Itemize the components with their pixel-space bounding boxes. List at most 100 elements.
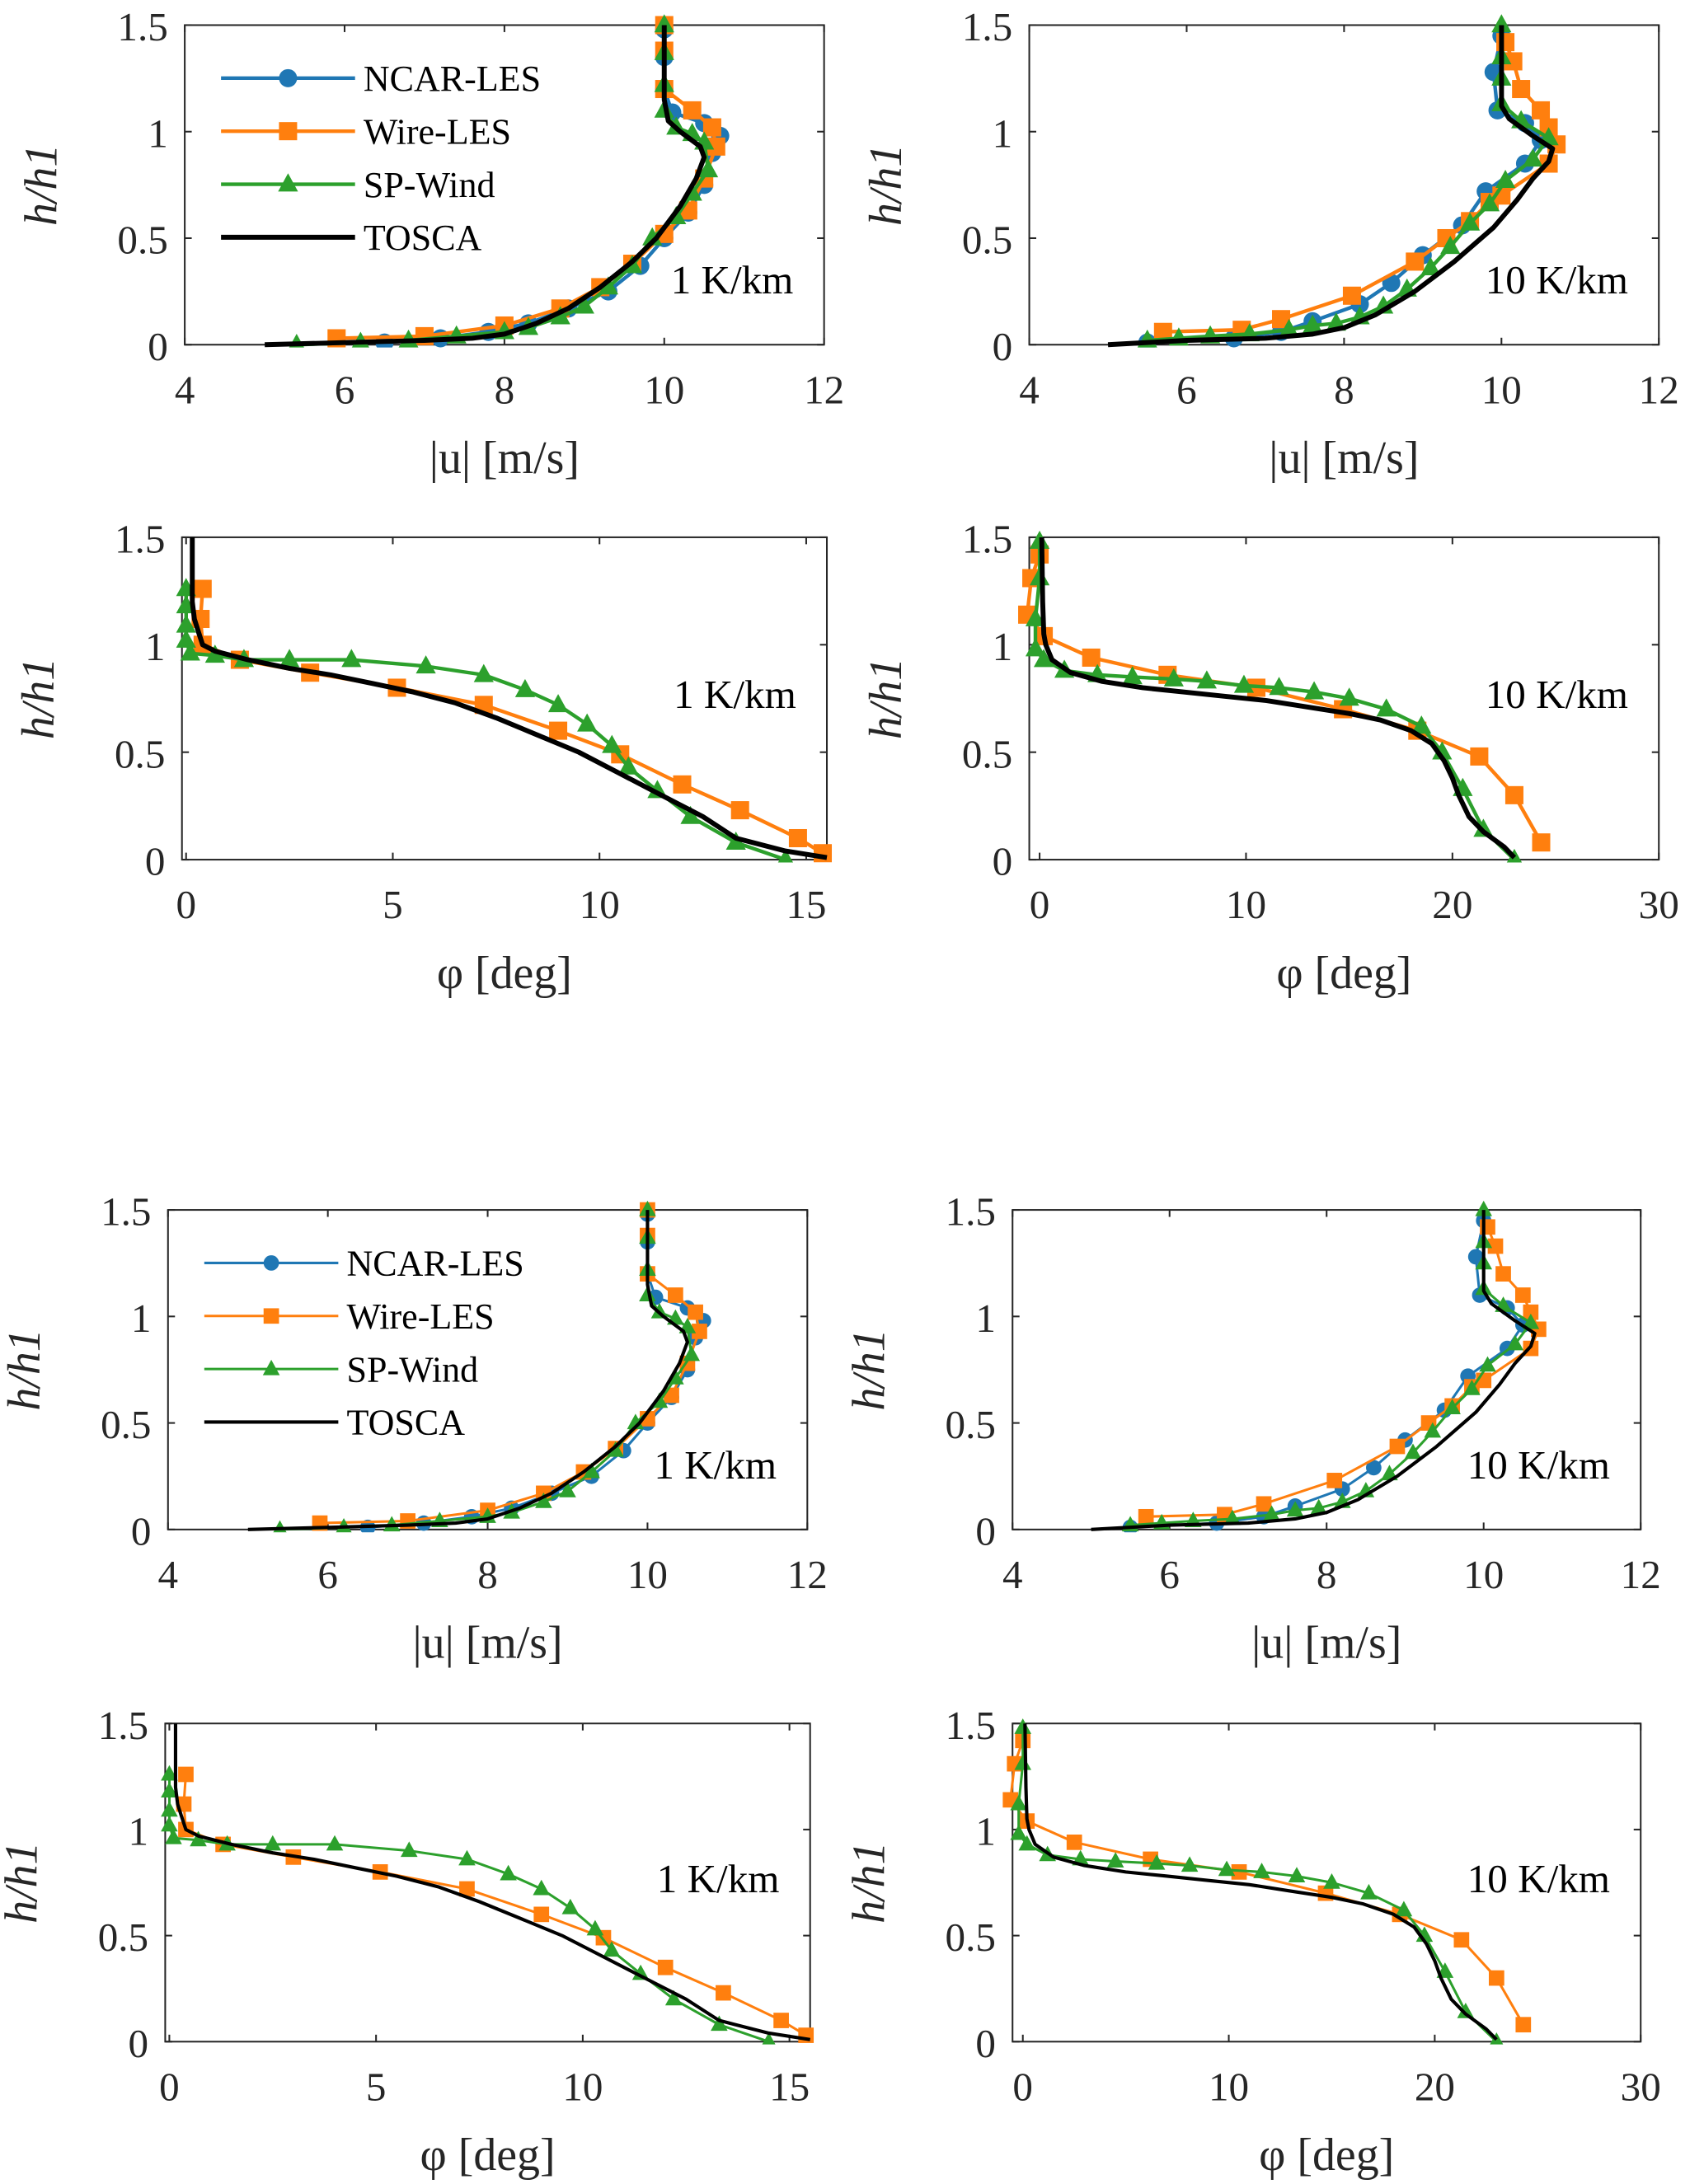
legend: NCAR-LES Wire-LES SP-Wind TOSCA <box>221 59 541 258</box>
marker-sp-wind <box>176 614 196 633</box>
x-tick-label: 8 <box>495 367 515 412</box>
marker-sp-wind <box>1522 1313 1540 1329</box>
marker-wire-les <box>813 844 833 863</box>
marker-sp-wind <box>1360 1883 1378 1900</box>
y-tick-label: 1 <box>129 1809 149 1854</box>
x-tick-label: 6 <box>335 367 355 412</box>
marker-wire-les <box>1389 1438 1406 1455</box>
x-tick-label: 5 <box>366 2064 387 2109</box>
legend-entry: NCAR-LES <box>364 59 541 99</box>
marker-sp-wind <box>654 14 674 33</box>
legend-entry: Wire-LES <box>347 1296 495 1337</box>
marker-sp-wind <box>1376 698 1397 717</box>
marker-sp-wind <box>559 1482 576 1497</box>
marker-wire-les <box>178 1766 194 1783</box>
marker-wire-les <box>1496 33 1515 52</box>
series-line-wire-les <box>1009 1740 1525 2026</box>
x-tick-label: 12 <box>787 1552 828 1597</box>
marker-wire-les <box>1495 1266 1511 1282</box>
marker-sp-wind <box>400 1841 418 1858</box>
lapse-rate-annotation: 10 K/km <box>1486 257 1628 302</box>
marker-sp-wind <box>1263 1505 1280 1521</box>
marker-wire-les <box>668 1287 683 1303</box>
marker-wire-les <box>459 1881 475 1897</box>
marker-wire-les <box>1406 252 1425 271</box>
marker-sp-wind <box>1106 1852 1124 1868</box>
marker-wire-les <box>1488 1970 1504 1986</box>
marker-sp-wind <box>1025 607 1046 626</box>
x-tick-label: 20 <box>1415 2064 1455 2109</box>
marker-sp-wind <box>514 678 536 697</box>
y-tick-label: 1.5 <box>946 1703 996 1748</box>
marker-sp-wind <box>777 848 794 863</box>
series-line-tosca <box>1091 1210 1537 1531</box>
lapse-rate-annotation: 1 K/km <box>657 1856 780 1901</box>
marker-sp-wind <box>574 295 594 314</box>
y-tick-label: 0 <box>131 1508 152 1554</box>
marker-sp-wind <box>500 1864 517 1881</box>
x-tick-label: 4 <box>158 1552 179 1597</box>
marker-wire-les <box>549 721 568 740</box>
marker-sp-wind <box>341 649 362 668</box>
y-tick-label: 0.5 <box>117 218 167 263</box>
marker-sp-wind <box>598 276 619 295</box>
marker-sp-wind <box>1395 1900 1413 1917</box>
marker-sp-wind <box>1523 148 1543 167</box>
x-tick-label: 6 <box>1159 1552 1180 1597</box>
marker-sp-wind <box>711 2015 728 2032</box>
x-tick-label: 8 <box>1334 367 1354 412</box>
marker-wire-les <box>1066 1834 1082 1850</box>
x-tick-label: 10 <box>562 2064 603 2109</box>
marker-wire-les <box>1326 1473 1343 1488</box>
x-tick-label: 5 <box>383 882 403 927</box>
marker-sp-wind <box>1122 666 1143 685</box>
axes-frame <box>164 1722 811 2043</box>
series-line-wire-les <box>1025 554 1543 844</box>
marker-sp-wind <box>161 1801 178 1817</box>
x-axis-label: |u| [m/s] <box>412 1618 562 1669</box>
marker-sp-wind <box>1033 649 1054 668</box>
x-axis-label: |u| [m/s] <box>430 433 580 484</box>
y-tick-label: 1.5 <box>946 1189 996 1235</box>
y-tick-label: 1.5 <box>115 517 165 562</box>
marker-sp-wind <box>762 2032 776 2045</box>
marker-wire-les <box>1231 1864 1247 1880</box>
marker-sp-wind <box>1475 1200 1493 1216</box>
marker-ncar-les <box>1366 1460 1382 1476</box>
marker-wire-les <box>730 801 749 820</box>
y-tick-label: 1 <box>131 1296 152 1341</box>
marker-wire-les <box>1512 80 1531 99</box>
x-tick-label: 10 <box>1481 367 1522 412</box>
marker-wire-les <box>788 828 807 847</box>
x-axis-label: φ [deg] <box>437 948 572 999</box>
legend-entry: Wire-LES <box>364 111 511 152</box>
x-tick-label: 0 <box>176 882 196 927</box>
lapse-rate-annotation: 1 K/km <box>671 257 794 302</box>
marker-wire-les <box>1272 310 1291 329</box>
y-tick-label: 1 <box>145 624 166 669</box>
series-line-tosca <box>190 537 828 860</box>
legend-marker <box>263 1255 279 1271</box>
marker-wire-les <box>1470 747 1489 766</box>
panel-direction-10K-top: 0 10 20 30 0 0.5 1 1.5 φ [deg] h/h1 10 K/km <box>861 517 1679 999</box>
x-tick-label: 6 <box>317 1552 338 1597</box>
panel-speed-1K-top: 4 6 8 10 12 0 0.5 1 1.5 |u| [m/s] h/h1 1 K/km NCAR-L… <box>16 4 844 484</box>
marker-sp-wind <box>473 663 494 682</box>
marker-wire-les <box>1523 1304 1539 1320</box>
marker-sp-wind <box>1223 1509 1242 1526</box>
marker-sp-wind <box>1473 818 1494 837</box>
y-axis-label: h/h1 <box>16 144 67 226</box>
x-tick-label: 12 <box>804 367 844 412</box>
marker-ncar-les <box>1467 1249 1484 1265</box>
marker-sp-wind <box>1279 318 1299 337</box>
y-tick-label: 0 <box>148 324 168 369</box>
marker-sp-wind <box>1253 1863 1270 1878</box>
marker-wire-les <box>533 1906 550 1923</box>
marker-sp-wind <box>535 1493 552 1508</box>
y-axis-label: h/h1 <box>0 1329 50 1410</box>
marker-sp-wind <box>586 1919 604 1936</box>
legend-entry: SP-Wind <box>364 165 495 205</box>
legend-marker <box>278 173 298 192</box>
y-tick-label: 1 <box>148 110 168 156</box>
y-tick-label: 1 <box>975 1296 996 1341</box>
